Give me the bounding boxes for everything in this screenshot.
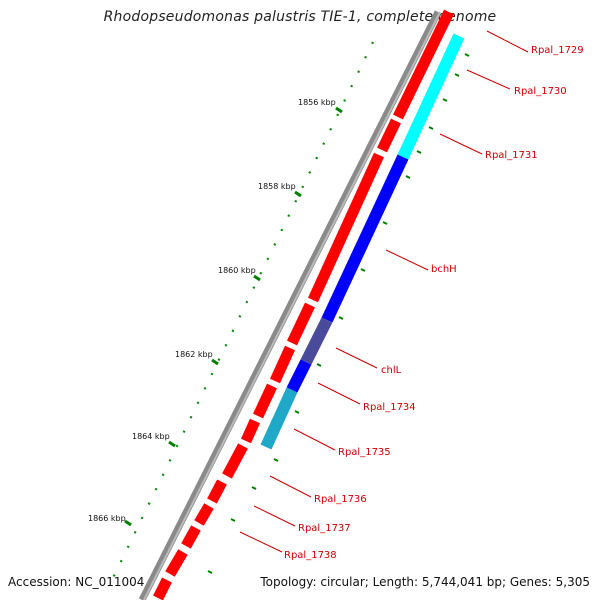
gene-label: chlL <box>381 365 402 376</box>
forward-gene <box>165 549 188 577</box>
inner-tick <box>360 268 366 272</box>
inner-tick <box>416 150 422 154</box>
gene-label-leader <box>385 249 429 271</box>
inner-tick <box>273 458 279 462</box>
scale-ticks: 1856 kbp 1858 kbp 1860 kbp 1862 kbp 1864 kbp… <box>88 98 343 527</box>
forward-gene <box>194 503 214 526</box>
inner-tick <box>294 410 300 414</box>
scale-tick <box>168 440 176 448</box>
scale-tick-label: 1856 kbp <box>298 98 336 107</box>
inner-tick <box>464 53 470 57</box>
feature-bchH <box>321 154 409 323</box>
scale-tick-label: 1862 kbp <box>175 350 213 359</box>
forward-gene <box>307 152 385 303</box>
gene-label-leader <box>439 133 483 155</box>
gene-label: Rpal_1730 <box>514 86 567 97</box>
gene-label: Rpal_1729 <box>531 45 584 56</box>
gene-label: Rpal_1737 <box>298 523 351 534</box>
gene-label: Rpal_1734 <box>363 402 416 413</box>
feature-blue <box>286 359 312 393</box>
gene-label: bchH <box>431 264 457 275</box>
forward-gene <box>181 525 201 549</box>
map-title: Rhodopseudomonas palustris TIE-1, comple… <box>103 9 497 25</box>
gene-label: Rpal_1738 <box>284 550 337 561</box>
scale-tick-label: 1860 kbp <box>218 266 256 275</box>
backbone-ring <box>138 10 442 600</box>
forward-gene <box>253 383 277 419</box>
feature-chlL <box>300 317 333 365</box>
gene-label: Rpal_1735 <box>338 447 391 458</box>
inner-tick <box>251 486 257 490</box>
inner-tick <box>428 126 434 130</box>
scale-tick <box>335 106 343 114</box>
forward-gene <box>207 479 227 504</box>
gene-track <box>153 9 470 600</box>
forward-gene <box>393 9 454 120</box>
scale-tick <box>211 358 219 366</box>
forward-gene <box>240 418 261 444</box>
gene-label-leader <box>293 428 336 451</box>
feature-cyan <box>397 33 465 160</box>
scale-tick <box>124 519 132 527</box>
inner-tick <box>405 175 411 179</box>
inner-tick <box>382 221 388 225</box>
forward-gene <box>222 443 248 479</box>
inner-tick <box>338 316 344 320</box>
scale-tick-label: 1866 kbp <box>88 514 126 523</box>
gene-label: Rpal_1736 <box>314 494 367 505</box>
gene-labels: Rpal_1729 Rpal_1730 Rpal_1731 bchH chlL Rpal_… <box>239 30 584 561</box>
gene-label: Rpal_1731 <box>485 150 538 161</box>
inner-tick <box>454 73 460 77</box>
gene-label-leader <box>486 30 529 53</box>
forward-gene <box>269 345 296 384</box>
gene-label-leader <box>239 531 283 553</box>
gene-label-leader <box>317 382 361 405</box>
gene-label-leader <box>253 505 296 527</box>
feature-teal <box>260 387 298 450</box>
scale-tick <box>294 190 302 198</box>
gene-label-leader <box>269 475 312 498</box>
outer-scale-arc <box>112 41 374 579</box>
inner-tick <box>442 98 448 102</box>
forward-gene <box>153 577 172 600</box>
scale-tick-label: 1864 kbp <box>132 432 170 441</box>
forward-gene <box>377 118 401 153</box>
inner-tick <box>316 363 322 367</box>
scale-tick-label: 1858 kbp <box>258 182 296 191</box>
inner-tick <box>207 570 213 574</box>
gene-label-leader <box>466 69 511 90</box>
forward-gene <box>287 302 315 346</box>
gene-label-leader <box>335 347 378 369</box>
scale-tick <box>253 274 261 282</box>
genome-summary: Topology: circular; Length: 5,744,041 bp… <box>260 575 590 589</box>
accession-text: Accession: NC_011004 <box>8 575 145 589</box>
inner-tick <box>230 518 236 522</box>
